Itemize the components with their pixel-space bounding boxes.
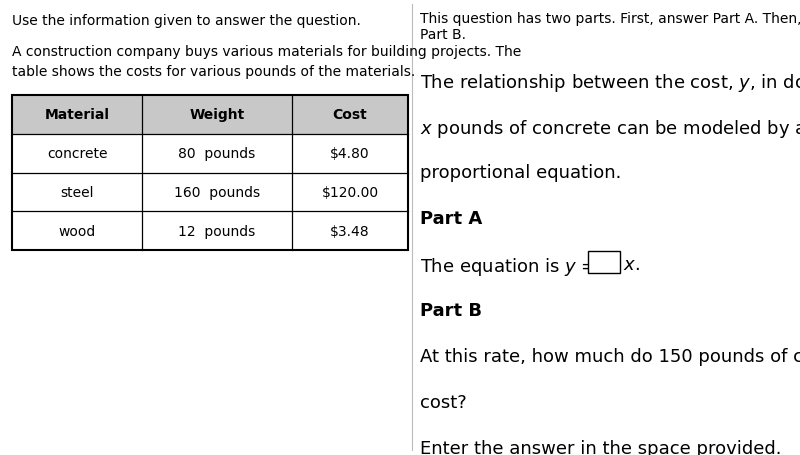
Text: The equation is $y$ =: The equation is $y$ =	[420, 255, 596, 278]
Text: Material: Material	[45, 108, 110, 122]
Text: $x$ pounds of concrete can be modeled by a: $x$ pounds of concrete can be modeled by…	[420, 118, 800, 140]
Text: cost?: cost?	[420, 393, 466, 411]
Text: proportional equation.: proportional equation.	[420, 164, 622, 182]
Text: $x$.: $x$.	[623, 255, 640, 273]
Text: Enter the answer in the space provided.: Enter the answer in the space provided.	[420, 439, 782, 455]
Text: $4.80: $4.80	[330, 147, 370, 161]
Bar	[588, 252, 620, 273]
Text: $3.48: $3.48	[330, 224, 370, 238]
Text: Part B: Part B	[420, 301, 482, 319]
Text: wood: wood	[58, 224, 96, 238]
Text: The relationship between the cost, $y$, in dollars,: The relationship between the cost, $y$, …	[420, 72, 800, 94]
Text: steel: steel	[60, 186, 94, 199]
Text: 160  pounds: 160 pounds	[174, 186, 260, 199]
Text: A construction company buys various materials for building projects. The
table s: A construction company buys various mate…	[12, 45, 522, 78]
Bar	[12, 96, 408, 135]
Text: Part B.: Part B.	[420, 28, 466, 42]
Text: Use the information given to answer the question.: Use the information given to answer the …	[12, 14, 361, 28]
Text: This question has two parts. First, answer Part A. Then, answ: This question has two parts. First, answ…	[420, 12, 800, 26]
Text: Part A: Part A	[420, 210, 482, 228]
Text: Cost: Cost	[333, 108, 367, 122]
Text: Weight: Weight	[190, 108, 245, 122]
Text: 80  pounds: 80 pounds	[178, 147, 256, 161]
Text: At this rate, how much do 150 pounds of concre: At this rate, how much do 150 pounds of …	[420, 347, 800, 365]
Bar	[12, 96, 408, 250]
Text: concrete: concrete	[46, 147, 107, 161]
Text: $120.00: $120.00	[322, 186, 378, 199]
Text: 12  pounds: 12 pounds	[178, 224, 256, 238]
